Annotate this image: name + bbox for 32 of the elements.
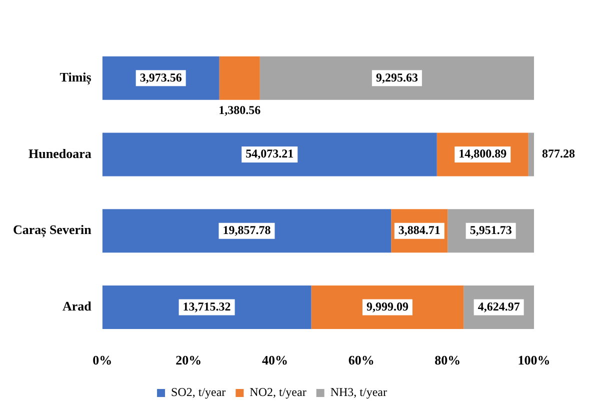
bar — [102, 209, 392, 253]
x-tick-label: 80% — [434, 352, 461, 368]
annotation: 9,999.09 — [366, 299, 408, 314]
annotation: 3,884.71 — [398, 222, 440, 237]
y-tick-label: Hunedoara — [28, 146, 92, 161]
bar — [260, 56, 534, 100]
x-tick-label: 60% — [348, 352, 374, 368]
annotation: 14,800.89 — [458, 146, 507, 161]
bar — [102, 285, 312, 329]
annotation: 5,951.73 — [470, 222, 512, 237]
annotation: 9,295.63 — [376, 70, 418, 84]
legend-label: NO2, t/year — [250, 385, 306, 400]
x-tick-label: 40% — [262, 352, 288, 368]
bar — [528, 132, 534, 176]
annotation: 13,715.32 — [182, 299, 231, 314]
annotation: 3,973.56 — [140, 70, 182, 84]
y-tick-label: Timiș — [60, 70, 92, 86]
annotation: 54,073.21 — [246, 146, 294, 161]
text: 877.28 — [542, 146, 575, 161]
x-tick-label: 0% — [92, 352, 112, 368]
bar — [219, 56, 260, 100]
x-tick-label: 100% — [518, 352, 550, 368]
x-tick-label: 20% — [176, 352, 202, 368]
legend-label: SO2, t/year — [171, 385, 226, 400]
annotation: 4,624.97 — [478, 299, 520, 314]
y-tick-label: Caraș Severin — [12, 222, 92, 238]
bar — [102, 132, 437, 176]
bar — [311, 285, 464, 329]
legend-label: NH3, t/year — [330, 385, 387, 400]
annotation: 19,857.78 — [222, 222, 271, 237]
annotation: 1,380.56 — [218, 103, 261, 118]
y-tick-label: Arad — [62, 298, 92, 314]
